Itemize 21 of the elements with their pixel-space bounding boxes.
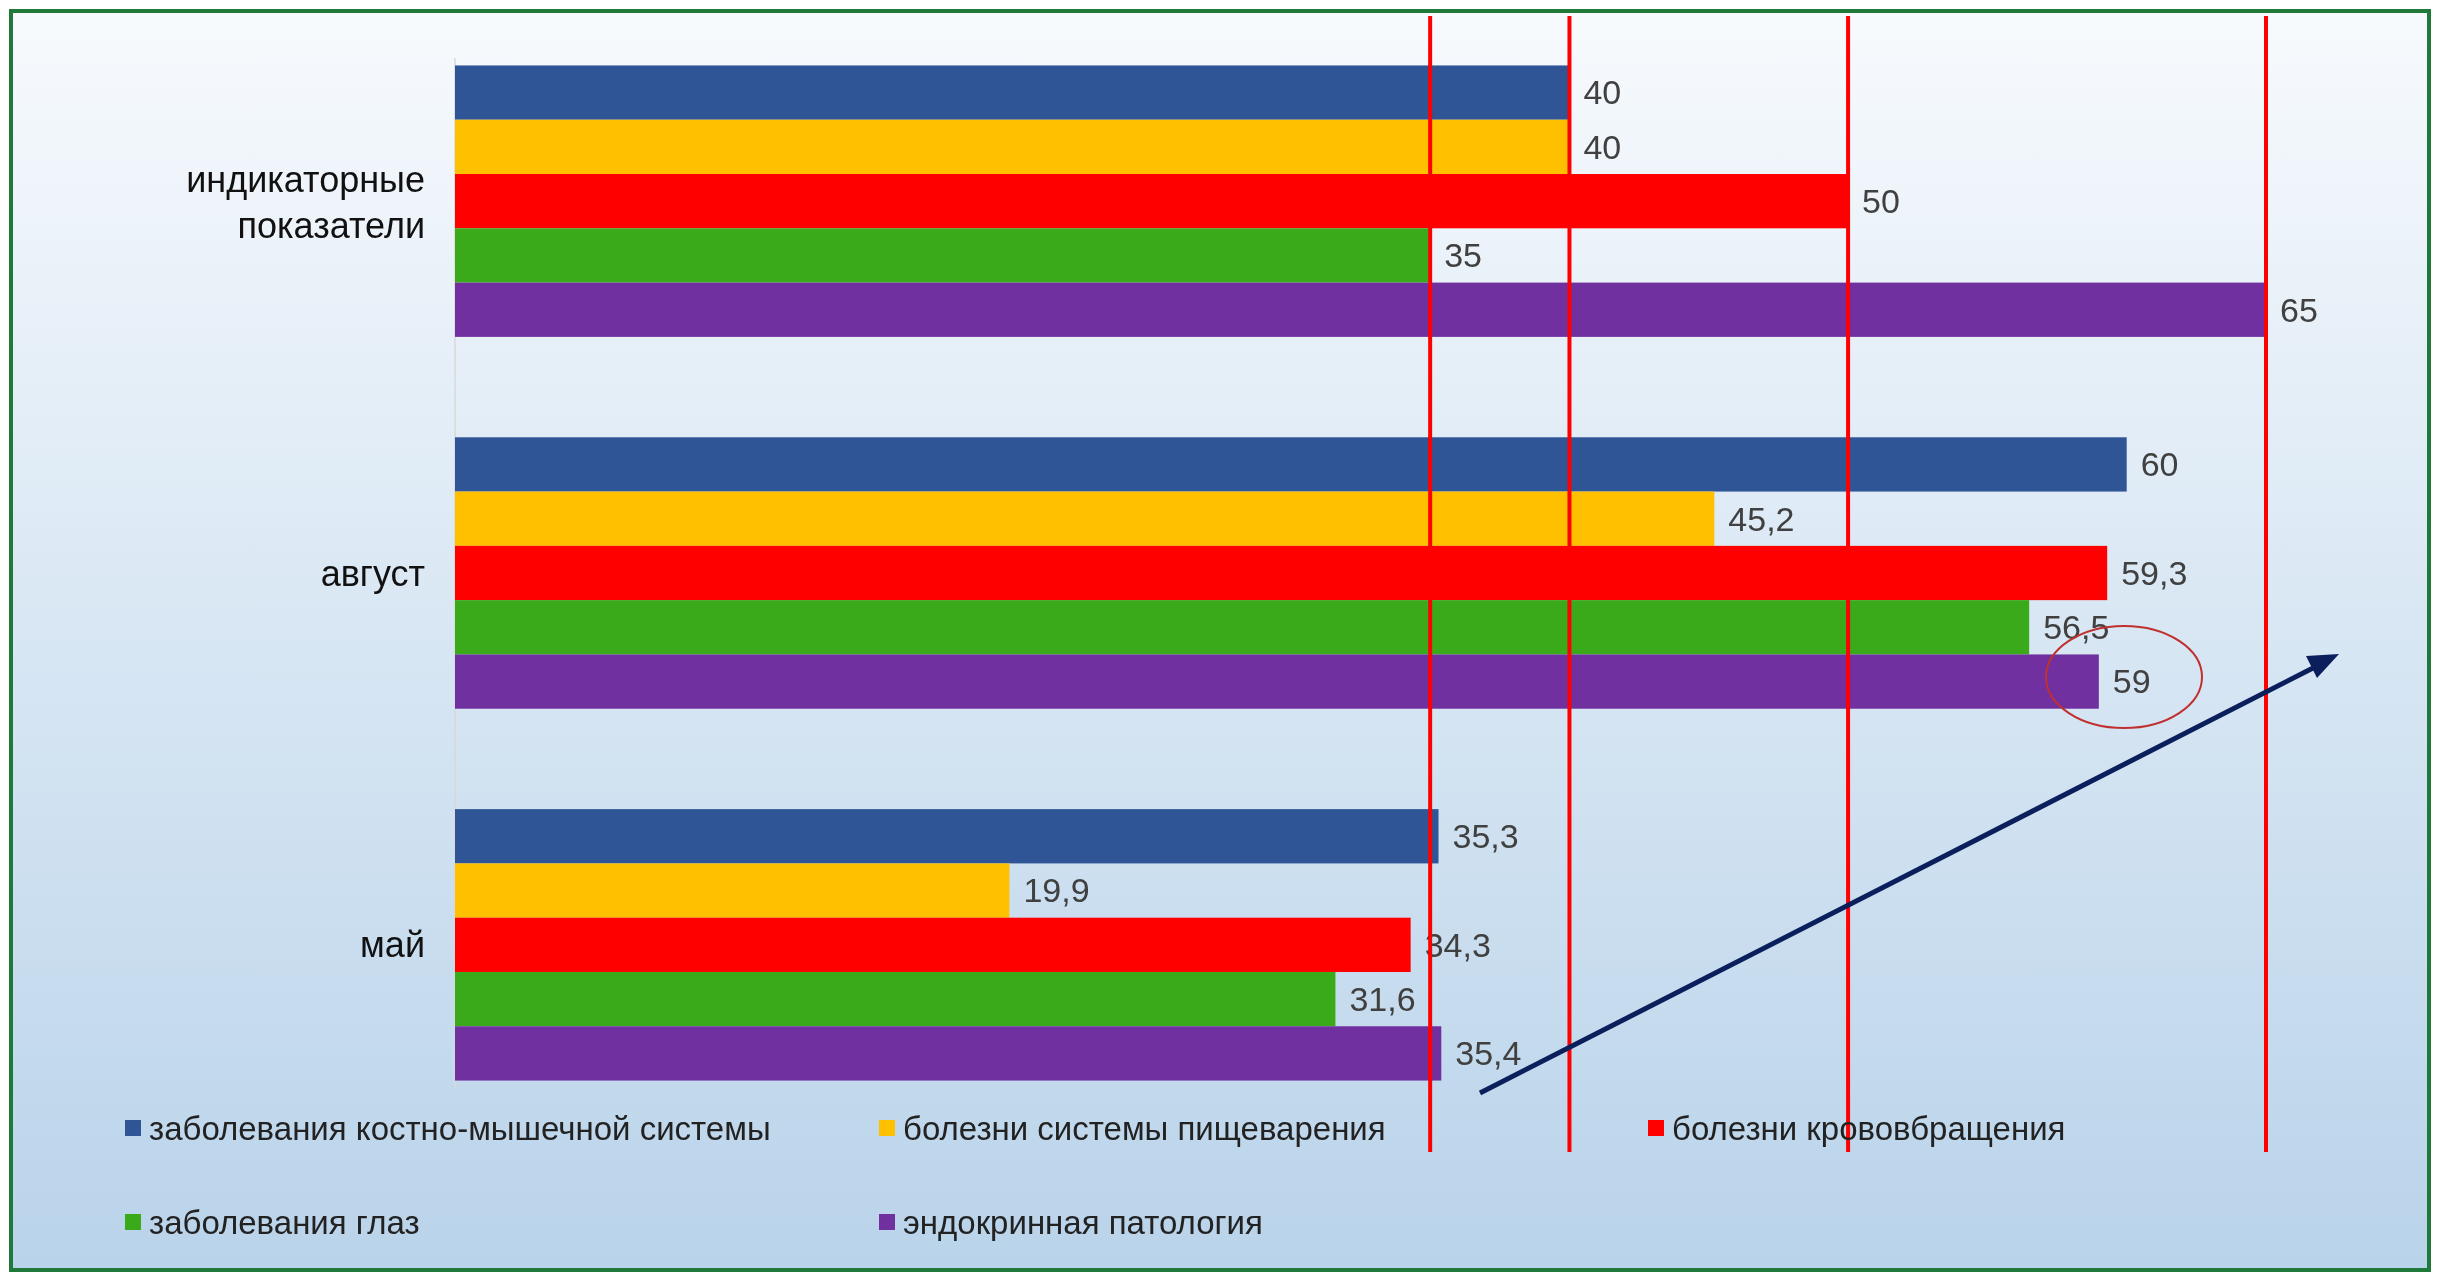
legend-label: заболевания костно-мышечной системы <box>149 1109 771 1147</box>
data-label: 45,2 <box>1728 499 1795 538</box>
data-label: 19,9 <box>1023 871 1090 910</box>
data-label: 60 <box>2140 445 2179 484</box>
legend-label: болезни системы пищеварения <box>903 1109 1386 1147</box>
y-tick-label: май <box>360 924 425 966</box>
data-label: 50 <box>1862 182 1900 221</box>
data-label: 59,3 <box>2121 553 2188 592</box>
data-label: 59 <box>2112 662 2151 701</box>
legend-label: эндокринная патология <box>903 1203 1263 1241</box>
data-label: 35,3 <box>1452 817 1519 856</box>
data-label: 40 <box>1583 73 1622 112</box>
data-label: 56,5 <box>2043 608 2110 647</box>
data-label: 31,6 <box>1349 980 1416 1019</box>
legend-label: заболевания глаз <box>149 1203 420 1241</box>
data-label: 40 <box>1583 127 1622 166</box>
data-label: 35 <box>1444 236 1482 275</box>
y-tick-label: август <box>320 552 425 594</box>
data-label: 35,4 <box>1455 1034 1522 1073</box>
y-tick-label: индикаторные показатели <box>186 158 425 246</box>
data-label: 65 <box>2280 290 2318 329</box>
